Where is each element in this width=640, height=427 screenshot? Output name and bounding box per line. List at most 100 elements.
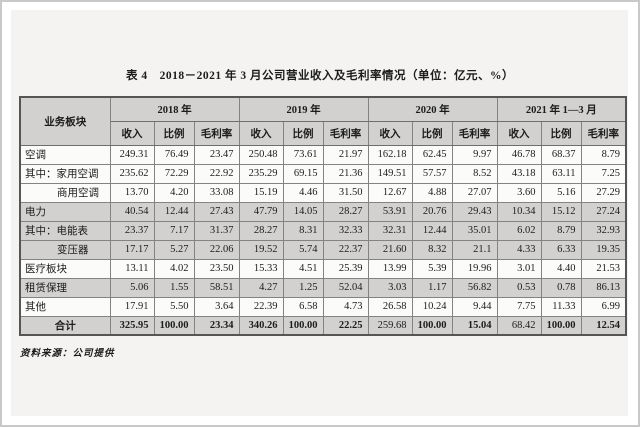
cell-value: 7.25 [580, 163, 627, 184]
header-period-1: 2019 年 [238, 96, 369, 122]
source-note: 资料来源：公司提供 [20, 349, 115, 359]
cell-value: 68.37 [540, 144, 582, 165]
cell-value: 33.08 [193, 182, 240, 203]
cell-value: 0.78 [540, 277, 582, 298]
cell-value: 10.34 [496, 201, 542, 222]
cell-value: 4.88 [411, 182, 453, 203]
table-title: 表 4 2018－2021 年 3 月公司营业收入及毛利率情况（单位：亿元、%） [126, 70, 514, 82]
cell-value: 40.54 [109, 201, 155, 222]
cell-value: 5.27 [153, 239, 195, 260]
cell-value: 6.02 [496, 220, 542, 241]
cell-value: 35.01 [451, 220, 498, 241]
cell-value: 5.16 [540, 182, 582, 203]
cell-value: 10.24 [411, 296, 453, 317]
cell-value: 250.48 [238, 144, 284, 165]
row-label: 医疗板块 [19, 258, 111, 279]
cell-value: 12.67 [367, 182, 413, 203]
cell-value: 15.12 [540, 201, 582, 222]
row-label: 商用空调 [19, 182, 111, 203]
cell-value: 4.46 [282, 182, 324, 203]
table-row: 商用空调 13.70 4.20 33.08 15.19 4.46 31.50 12.67 4.8… [19, 182, 627, 203]
cell-value: 4.33 [496, 239, 542, 260]
cell-value: 22.06 [193, 239, 240, 260]
cell-value: 5.39 [411, 258, 453, 279]
row-label: 其中：电能表 [19, 220, 111, 241]
cell-value: 13.11 [109, 258, 155, 279]
cell-value: 3.60 [496, 182, 542, 203]
cell-value: 15.04 [451, 315, 498, 336]
header-metric-1-2: 毛利率 [322, 120, 369, 146]
table-row: 其他 17.91 5.50 3.64 22.39 6.58 4.73 26.58 10.24 9.… [19, 296, 627, 317]
cell-value: 21.36 [322, 163, 369, 184]
cell-value: 21.53 [580, 258, 627, 279]
cell-value: 100.00 [282, 315, 324, 336]
cell-value: 63.11 [540, 163, 582, 184]
header-metric-1-1: 比例 [282, 120, 324, 146]
cell-value: 19.52 [238, 239, 284, 260]
table-header: 业务板块 2018 年 2019 年 2020 年 2021 年 1—3 月收入 比例 毛利… [19, 96, 627, 146]
cell-value: 73.61 [282, 144, 324, 165]
header-metric-3-1: 比例 [540, 120, 582, 146]
cell-value: 27.07 [451, 182, 498, 203]
cell-value: 162.18 [367, 144, 413, 165]
cell-value: 27.24 [580, 201, 627, 222]
cell-value: 14.05 [282, 201, 324, 222]
row-label: 变压器 [19, 239, 111, 260]
cell-value: 28.27 [322, 201, 369, 222]
cell-value: 13.99 [367, 258, 413, 279]
header-business-segment: 业务板块 [19, 96, 111, 146]
cell-value: 69.15 [282, 163, 324, 184]
cell-value: 5.06 [109, 277, 155, 298]
cell-value: 22.92 [193, 163, 240, 184]
cell-value: 5.50 [153, 296, 195, 317]
header-metric-2-1: 比例 [411, 120, 453, 146]
cell-value: 6.33 [540, 239, 582, 260]
cell-value: 47.79 [238, 201, 284, 222]
cell-value: 12.44 [153, 201, 195, 222]
cell-value: 19.35 [580, 239, 627, 260]
table-row: 电力 40.54 12.44 27.43 47.79 14.05 28.27 53.91 20.… [19, 201, 627, 222]
cell-value: 12.44 [411, 220, 453, 241]
header-metric-1-0: 收入 [238, 120, 284, 146]
row-label: 电力 [19, 201, 111, 222]
cell-value: 340.26 [238, 315, 284, 336]
header-metric-2-0: 收入 [367, 120, 413, 146]
header-period-2: 2020 年 [367, 96, 498, 122]
cell-value: 100.00 [540, 315, 582, 336]
cell-value: 21.60 [367, 239, 413, 260]
table-row: 其中：电能表 23.37 7.17 31.37 28.27 8.31 32.33 32.31 1… [19, 220, 627, 241]
table-row: 合计 325.95 100.00 23.34 340.26 100.00 22.25 259.… [19, 315, 627, 336]
cell-value: 249.31 [109, 144, 155, 165]
header-metric-3-0: 收入 [496, 120, 542, 146]
cell-value: 29.43 [451, 201, 498, 222]
revenue-table: 业务板块 2018 年 2019 年 2020 年 2021 年 1—3 月收入 比例 毛利… [19, 96, 628, 336]
cell-value: 12.54 [580, 315, 627, 336]
cell-value: 27.29 [580, 182, 627, 203]
cell-value: 9.44 [451, 296, 498, 317]
cell-value: 8.31 [282, 220, 324, 241]
row-label: 合计 [19, 315, 111, 336]
cell-value: 100.00 [411, 315, 453, 336]
cell-value: 26.58 [367, 296, 413, 317]
cell-value: 0.53 [496, 277, 542, 298]
cell-value: 32.93 [580, 220, 627, 241]
cell-value: 4.40 [540, 258, 582, 279]
row-label: 其中：家用空调 [19, 163, 111, 184]
row-label: 空调 [19, 144, 111, 165]
cell-value: 11.33 [540, 296, 582, 317]
table-body: 空调 249.31 76.49 23.47 250.48 73.61 21.97 162.18… [19, 144, 627, 336]
cell-value: 4.27 [238, 277, 284, 298]
cell-value: 15.19 [238, 182, 284, 203]
cell-value: 86.13 [580, 277, 627, 298]
cell-value: 52.04 [322, 277, 369, 298]
cell-value: 8.79 [540, 220, 582, 241]
header-metric-0-2: 毛利率 [193, 120, 240, 146]
cell-value: 149.51 [367, 163, 413, 184]
cell-value: 58.51 [193, 277, 240, 298]
cell-value: 31.37 [193, 220, 240, 241]
cell-value: 1.55 [153, 277, 195, 298]
table-row: 变压器 17.17 5.27 22.06 19.52 5.74 22.37 21.60 8.32… [19, 239, 627, 260]
cell-value: 28.27 [238, 220, 284, 241]
cell-value: 57.57 [411, 163, 453, 184]
cell-value: 3.03 [367, 277, 413, 298]
